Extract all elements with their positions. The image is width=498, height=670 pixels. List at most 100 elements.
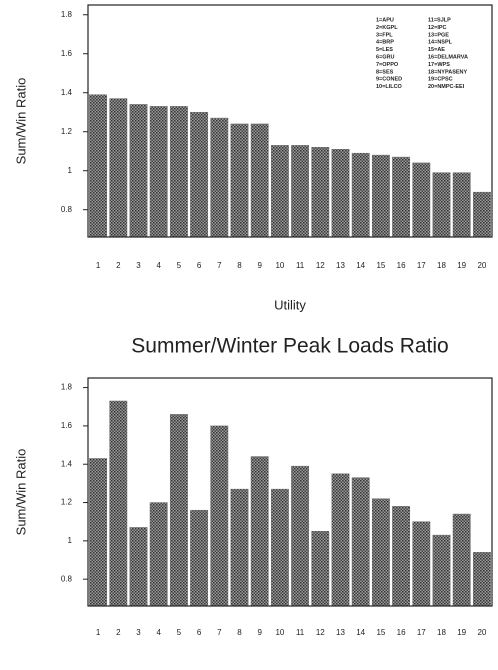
legend-entry: 3=FPL <box>376 32 393 38</box>
x-tick-label: 17 <box>417 261 426 270</box>
plot-frame <box>87 377 493 607</box>
bar <box>109 98 128 238</box>
x-tick-label: 6 <box>197 628 202 637</box>
x-tick-label: 4 <box>156 628 161 637</box>
bar <box>311 147 330 238</box>
x-tick-label: 1 <box>96 261 101 270</box>
bar <box>129 104 148 238</box>
x-tick-label: 16 <box>397 628 406 637</box>
x-tick-label: 3 <box>136 261 141 270</box>
bar <box>371 498 390 607</box>
x-tick-label: 15 <box>376 628 385 637</box>
bar <box>351 152 370 238</box>
x-tick-label: 11 <box>296 628 305 637</box>
legend-entry: 4=BRP <box>376 40 394 46</box>
legend-entry: 9=CONED <box>376 77 402 83</box>
x-tick-label: 20 <box>477 628 486 637</box>
bar <box>169 414 188 607</box>
legend-entry: 12=IPC <box>428 25 447 31</box>
bar <box>371 154 390 238</box>
x-tick-label: 11 <box>296 261 305 270</box>
x-tick-label: 10 <box>275 628 284 637</box>
plot-frame <box>87 4 493 238</box>
legend-entry: 17=WPS <box>428 62 450 68</box>
x-tick-label: 18 <box>437 261 446 270</box>
x-tick-label: 10 <box>275 261 284 270</box>
x-tick-label: 12 <box>316 628 325 637</box>
bar <box>452 172 471 238</box>
x-tick-label: 7 <box>217 261 222 270</box>
legend-entry: 5=LES <box>376 47 393 53</box>
y-tick-label: 1.6 <box>61 49 73 58</box>
bar <box>109 400 128 607</box>
legend-entry: 8=SES <box>376 69 394 75</box>
bar <box>190 509 209 607</box>
y-tick-label: 0.8 <box>61 205 73 214</box>
x-tick-label: 18 <box>437 628 446 637</box>
bar <box>210 425 229 607</box>
legend-entry: 18=NYPASENY <box>428 69 468 75</box>
bar <box>412 162 431 238</box>
bar <box>169 106 188 238</box>
x-tick-label: 9 <box>257 628 262 637</box>
bar <box>89 458 108 607</box>
y-tick-label: 1.8 <box>61 383 73 392</box>
y-axis-label: Sum/Win Ratio <box>13 449 28 536</box>
legend-entry: 15=AE <box>428 47 445 53</box>
x-tick-label: 13 <box>336 261 345 270</box>
x-tick-label: 17 <box>417 628 426 637</box>
legend-entry: 10=LILCO <box>376 84 403 90</box>
legend-entry: 11=SJLP <box>428 17 451 23</box>
y-axis-label: Sum/Win Ratio <box>13 78 28 165</box>
x-tick-label: 8 <box>237 261 242 270</box>
legend-entry: 2=KGPL <box>376 25 398 31</box>
y-tick-label: 1.2 <box>61 127 73 136</box>
x-tick-label: 8 <box>237 628 242 637</box>
x-tick-label: 12 <box>316 261 325 270</box>
x-tick-label: 7 <box>217 628 222 637</box>
y-tick-label: 1.4 <box>61 88 73 97</box>
legend-entry: 13=PGE <box>428 32 449 38</box>
y-tick-label: 1 <box>68 166 73 175</box>
y-tick-label: 1.8 <box>61 10 73 19</box>
bar <box>392 156 411 238</box>
x-tick-label: 5 <box>177 261 182 270</box>
x-tick-label: 13 <box>336 628 345 637</box>
x-axis-label: Utility <box>274 297 306 312</box>
x-tick-label: 9 <box>257 261 262 270</box>
bar <box>432 534 451 607</box>
x-tick-label: 3 <box>136 628 141 637</box>
bar <box>472 552 491 607</box>
x-tick-label: 2 <box>116 261 121 270</box>
legend-entry: 7=OPPO <box>376 62 399 68</box>
legend-entry: 20=NMPC-EEI <box>428 84 465 90</box>
bar <box>412 521 431 607</box>
bar <box>432 172 451 238</box>
bar <box>291 145 310 238</box>
legend-entry: 6=GRU <box>376 54 395 60</box>
bar <box>129 527 148 607</box>
x-tick-label: 19 <box>457 261 466 270</box>
bar <box>270 488 289 607</box>
legend-entry: 14=NSPL <box>428 40 453 46</box>
legend-entry: 16=DELMARVA <box>428 54 468 60</box>
x-tick-label: 20 <box>477 261 486 270</box>
x-tick-label: 6 <box>197 261 202 270</box>
bar <box>190 111 209 238</box>
bar <box>270 145 289 238</box>
x-tick-label: 14 <box>356 628 365 637</box>
bar <box>149 502 168 607</box>
x-tick-label: 1 <box>96 628 101 637</box>
y-tick-label: 1.4 <box>61 459 73 468</box>
x-tick-label: 5 <box>177 628 182 637</box>
bar <box>250 456 269 607</box>
bar <box>331 149 350 238</box>
bar <box>472 191 491 238</box>
y-tick-label: 1.2 <box>61 498 73 507</box>
y-tick-label: 1 <box>68 536 73 545</box>
bar <box>230 488 249 607</box>
x-tick-label: 16 <box>397 261 406 270</box>
bar <box>311 531 330 607</box>
legend-entry: 19=CPSC <box>428 77 453 83</box>
